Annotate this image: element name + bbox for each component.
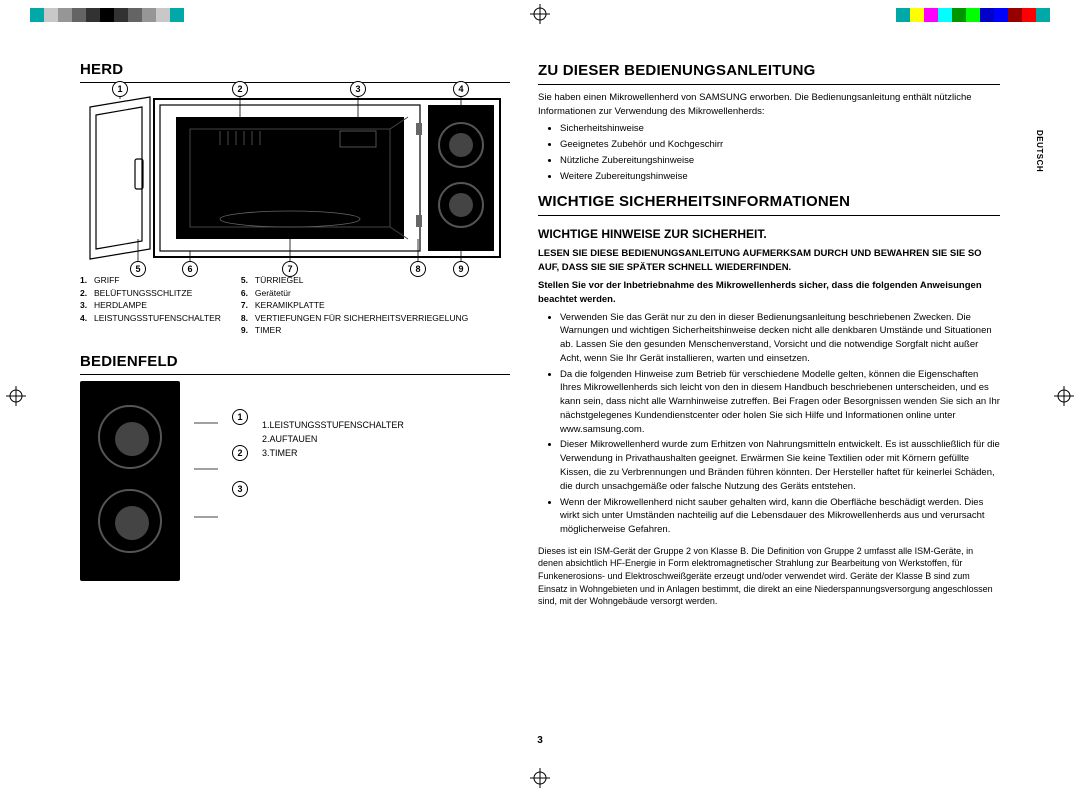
registration-mark-icon <box>6 386 26 406</box>
microwave-diagram: 1 2 3 4 5 6 7 8 9 <box>80 89 510 269</box>
panel-callout-3: 3 <box>232 481 248 497</box>
right-column: ZU DIESER BEDIENUNGSANLEITUNG Sie haben … <box>538 60 1000 732</box>
safety-bullets: Verwenden Sie das Gerät nur zu den in di… <box>538 311 1000 537</box>
registration-mark-icon <box>530 768 550 788</box>
safety-sub: WICHTIGE HINWEISE ZUR SICHERHEIT. <box>538 226 1000 243</box>
safety-bold1: LESEN SIE DIESE BEDIENUNGSANLEITUNG AUFM… <box>538 247 1000 275</box>
panel-legend: 1.LEISTUNGSSTUFENSCHALTER2.AUFTAUEN3.TIM… <box>262 419 404 461</box>
herd-legend-col1: 1.GRIFF2.BELÜFTUNGSSCHLITZE3.HERDLAMPE4.… <box>80 275 221 337</box>
bedienfeld-title: BEDIENFELD <box>80 352 510 375</box>
safety-title: WICHTIGE SICHERHEITSINFORMATIONEN <box>538 191 1000 216</box>
panel-callout-2: 2 <box>232 445 248 461</box>
intro-text: Sie haben einen Mikrowellenherd von SAMS… <box>538 91 1000 119</box>
intro-bullets: SicherheitshinweiseGeeignetes Zubehör un… <box>538 122 1000 183</box>
page-number: 3 <box>537 735 543 746</box>
herd-legend-col2: 5.TÜRRIEGEL6.Gerätetür7.KERAMIKPLATTE8.V… <box>241 275 468 337</box>
colorbar-right <box>896 8 1050 22</box>
panel-diagram: 1 2 3 1.LEISTUNGSSTUFENSCHALTER2.AUFTAUE… <box>80 381 510 581</box>
safety-bold2: Stellen Sie vor der Inbetriebnahme des M… <box>538 279 1000 307</box>
guide-title: ZU DIESER BEDIENUNGSANLEITUNG <box>538 60 1000 85</box>
panel-leader-lines <box>194 381 218 581</box>
herd-title: HERD <box>80 60 510 83</box>
left-column: HERD <box>80 60 510 732</box>
registration-mark-icon <box>1054 386 1074 406</box>
panel-callouts: 1 2 3 <box>232 409 248 497</box>
registration-mark-icon <box>530 4 550 24</box>
panel-callout-1: 1 <box>232 409 248 425</box>
ism-footnote: Dieses ist ein ISM-Gerät der Gruppe 2 vo… <box>538 545 1000 608</box>
panel-image <box>80 381 180 581</box>
language-tab: DEUTSCH <box>1035 130 1044 172</box>
herd-legend: 1.GRIFF2.BELÜFTUNGSSCHLITZE3.HERDLAMPE4.… <box>80 275 510 337</box>
colorbar-left <box>30 8 184 22</box>
